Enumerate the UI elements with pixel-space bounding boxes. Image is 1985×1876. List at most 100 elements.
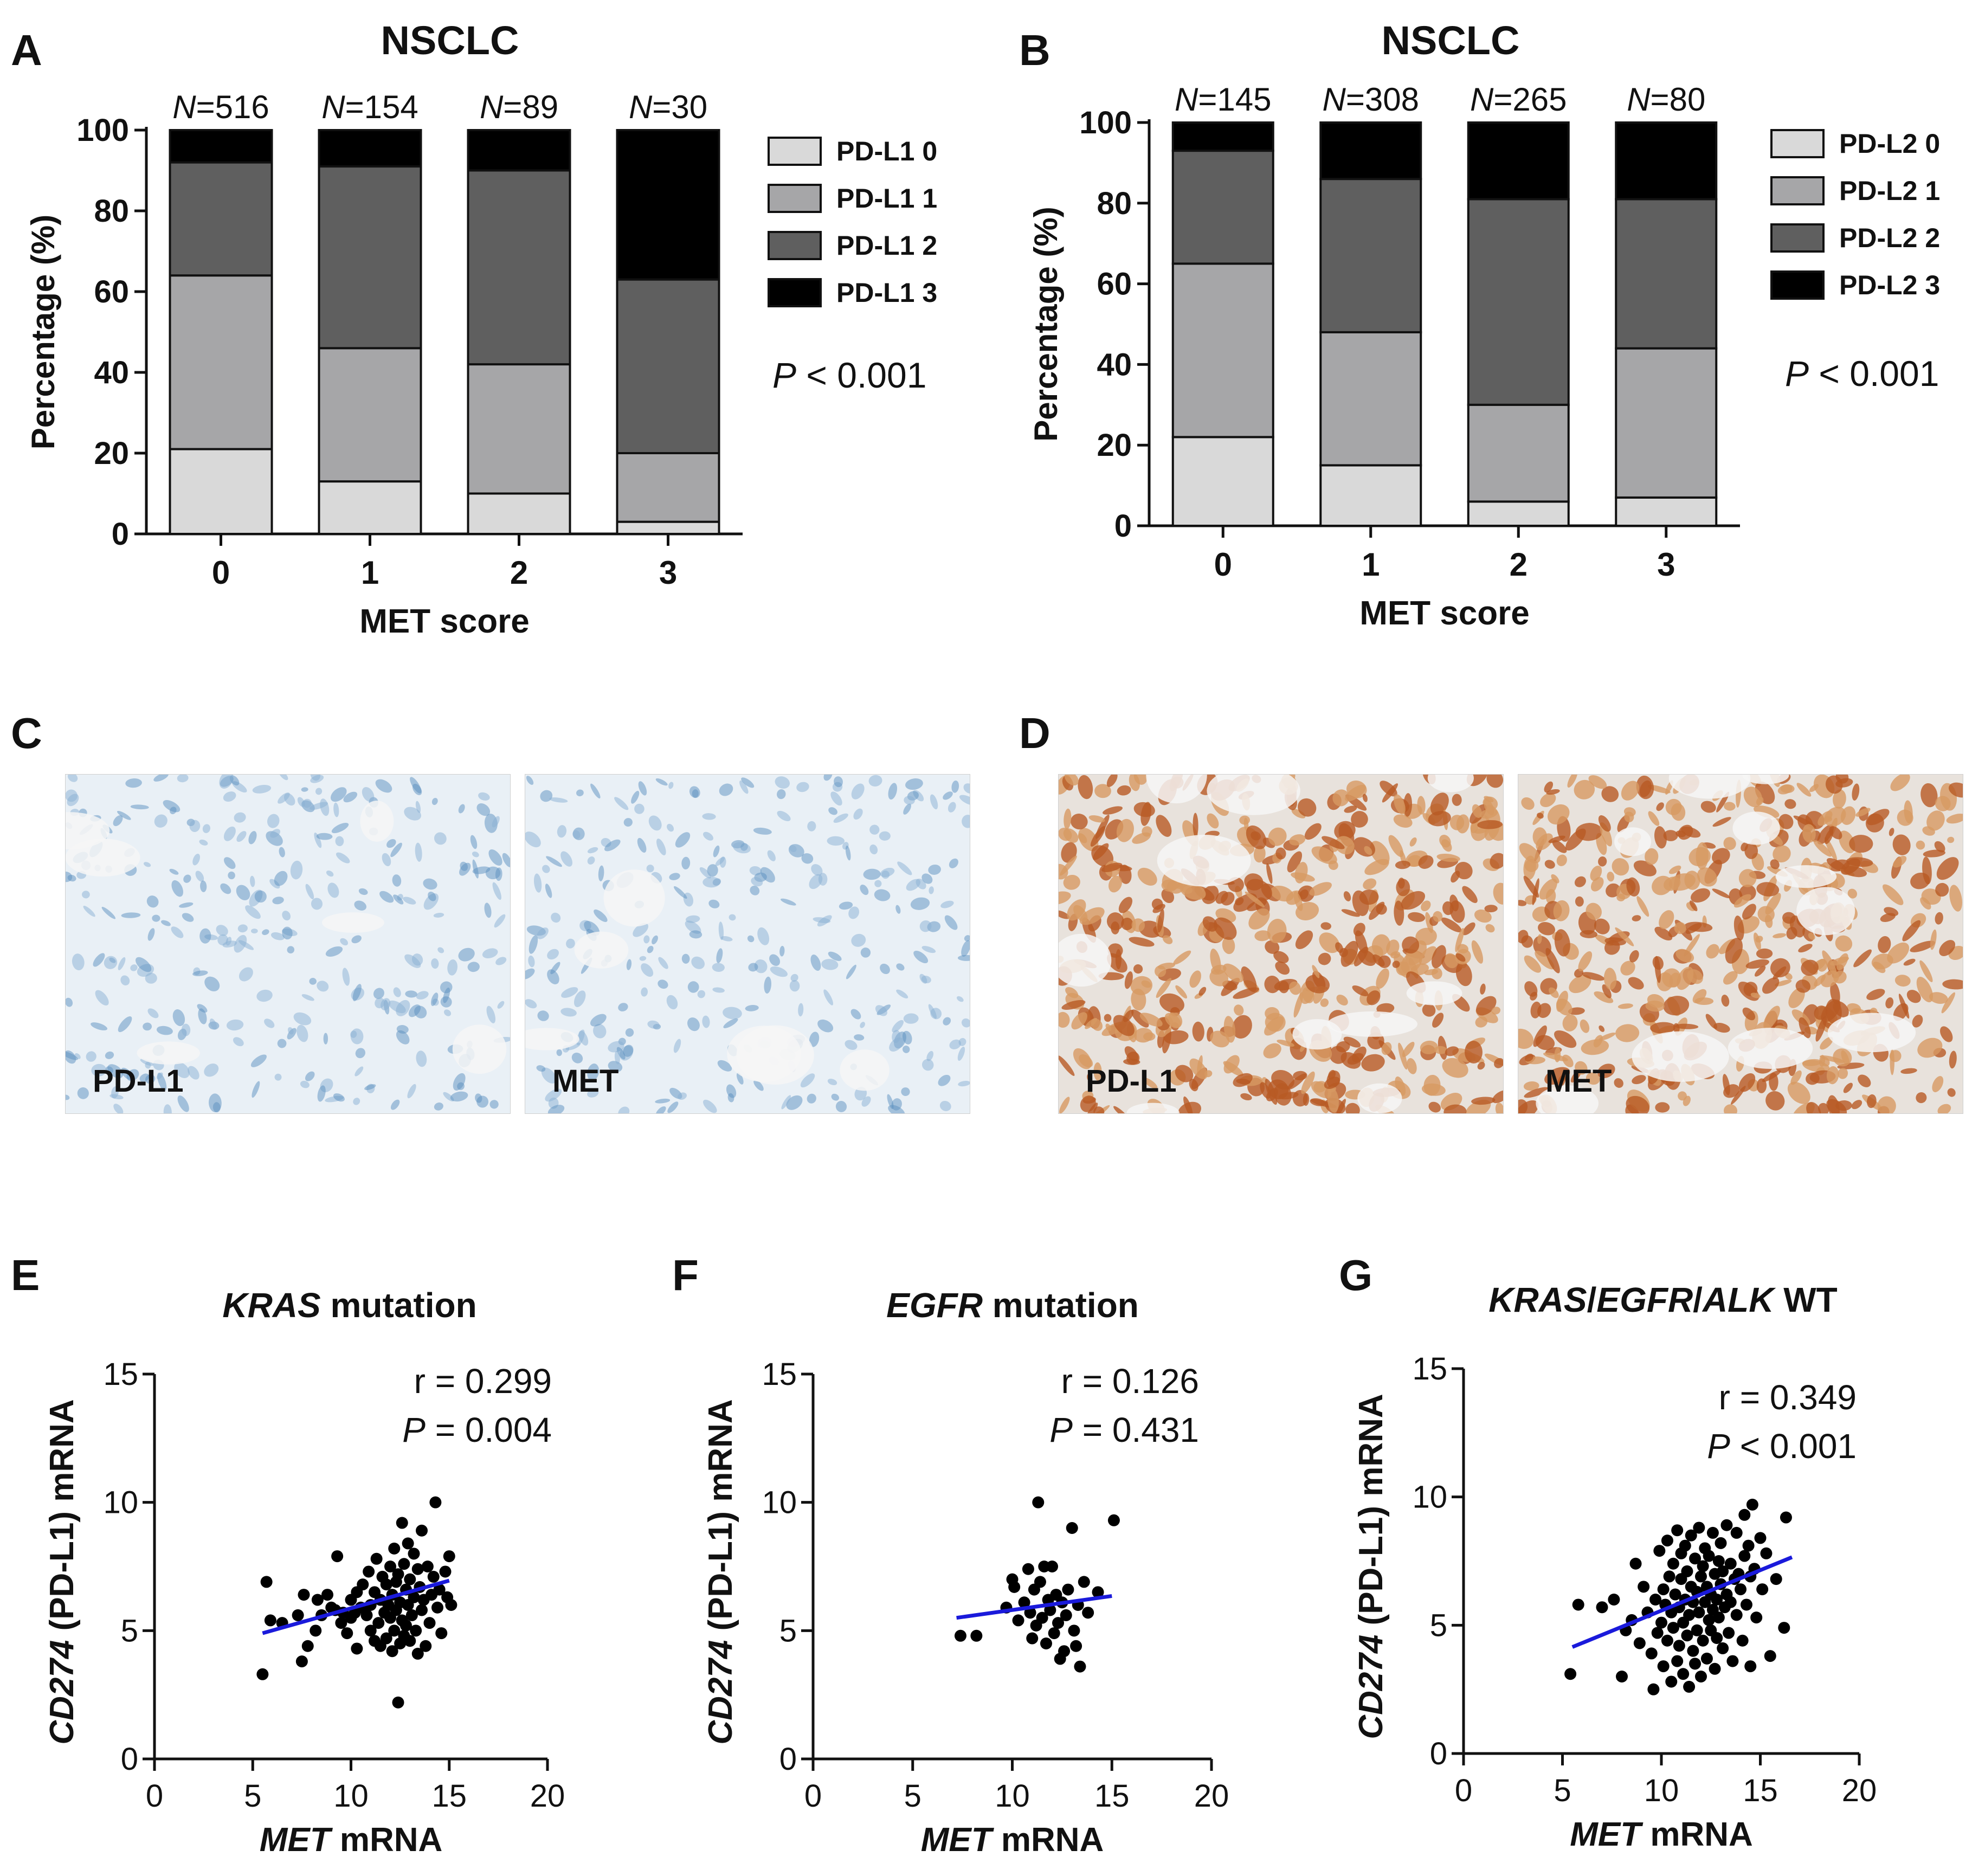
cell (712, 987, 725, 993)
cell (495, 957, 507, 965)
cell (957, 955, 970, 961)
cell (1674, 1023, 1699, 1029)
cell (226, 1019, 244, 1031)
cell (1824, 807, 1846, 827)
cell (72, 953, 85, 971)
cell (1093, 1106, 1105, 1113)
data-point (1697, 1560, 1709, 1572)
cell (1223, 1055, 1240, 1074)
x-tick-label: 1 (361, 555, 379, 591)
cell (325, 946, 343, 957)
cell (921, 1059, 934, 1071)
cell (573, 990, 586, 1007)
cell (502, 853, 510, 867)
cell (835, 1101, 847, 1112)
cell (1892, 834, 1911, 855)
cell (775, 776, 790, 789)
cell (1867, 1094, 1877, 1108)
data-point (1070, 1640, 1082, 1652)
data-point (1715, 1537, 1727, 1549)
regression-line (1571, 1555, 1793, 1649)
cell (423, 878, 437, 890)
cell (171, 926, 184, 938)
panel-letter-f: F (672, 1251, 699, 1299)
data-point (310, 1624, 322, 1637)
cell (1418, 855, 1434, 869)
x-tick-label: 5 (244, 1778, 261, 1814)
cell (1401, 951, 1422, 974)
y-tick-label: 0 (1430, 1736, 1447, 1771)
cell (1597, 1063, 1615, 1079)
cell (1668, 865, 1681, 874)
cell (1310, 1098, 1326, 1106)
cell (1113, 1015, 1135, 1036)
cell (1189, 1079, 1198, 1092)
regression-line (262, 1578, 450, 1635)
cell (921, 975, 931, 983)
legend-swatch (768, 137, 822, 166)
cell (1889, 828, 1894, 836)
cell (833, 813, 848, 823)
data-point (416, 1604, 428, 1616)
data-point (1738, 1550, 1751, 1562)
cell (1866, 989, 1885, 1001)
x-axis-title-part-0: MET (260, 1821, 333, 1859)
cell (1313, 1081, 1327, 1093)
bar-segment-pd-l1-1 (169, 274, 273, 450)
cell (1124, 971, 1133, 989)
cell (1827, 1095, 1840, 1113)
cell (1362, 794, 1368, 802)
x-tick-label: 0 (212, 555, 230, 591)
cell (314, 833, 322, 848)
cell (1537, 813, 1544, 819)
n-label-part-1: =516 (196, 89, 269, 125)
lumen (1327, 1011, 1417, 1037)
cell (1129, 937, 1155, 947)
cell (669, 873, 680, 880)
cell (1071, 814, 1088, 830)
cell (1723, 837, 1736, 850)
data-point (433, 1583, 446, 1596)
cell (217, 934, 228, 946)
cell (1059, 828, 1072, 841)
cell (1270, 885, 1294, 902)
cell (631, 791, 640, 804)
cell (202, 824, 210, 833)
cell (623, 818, 633, 827)
cell (550, 962, 560, 975)
cell (1223, 963, 1244, 983)
cell (1381, 1042, 1392, 1055)
cell (545, 1088, 562, 1102)
cell (1949, 1050, 1957, 1069)
cell (1893, 855, 1907, 868)
cell (267, 814, 280, 828)
cell (1090, 826, 1106, 847)
cell (1750, 992, 1761, 998)
n-label-part-1: =154 (345, 89, 418, 125)
cell (1215, 891, 1228, 904)
cell (331, 823, 349, 834)
cell (1849, 835, 1873, 853)
cell (618, 1003, 628, 1011)
cell (1935, 882, 1949, 897)
cell (1626, 877, 1640, 897)
lumen (1157, 835, 1251, 887)
data-point (402, 1537, 414, 1550)
cell (407, 1084, 416, 1099)
data-point (1730, 1526, 1743, 1539)
data-point (363, 1565, 375, 1578)
cell (928, 1004, 937, 1019)
cell (68, 775, 78, 782)
cell (262, 929, 269, 936)
cell (1107, 943, 1123, 958)
cell (1663, 830, 1678, 841)
cell (593, 1024, 607, 1039)
data-point (1022, 1563, 1034, 1575)
cell (287, 946, 295, 954)
cell (147, 1008, 159, 1018)
bar-segment-pd-l1-2 (467, 169, 571, 366)
cell (1133, 802, 1155, 817)
lumen (1742, 775, 1789, 784)
cell (171, 880, 183, 897)
cell (234, 934, 247, 953)
